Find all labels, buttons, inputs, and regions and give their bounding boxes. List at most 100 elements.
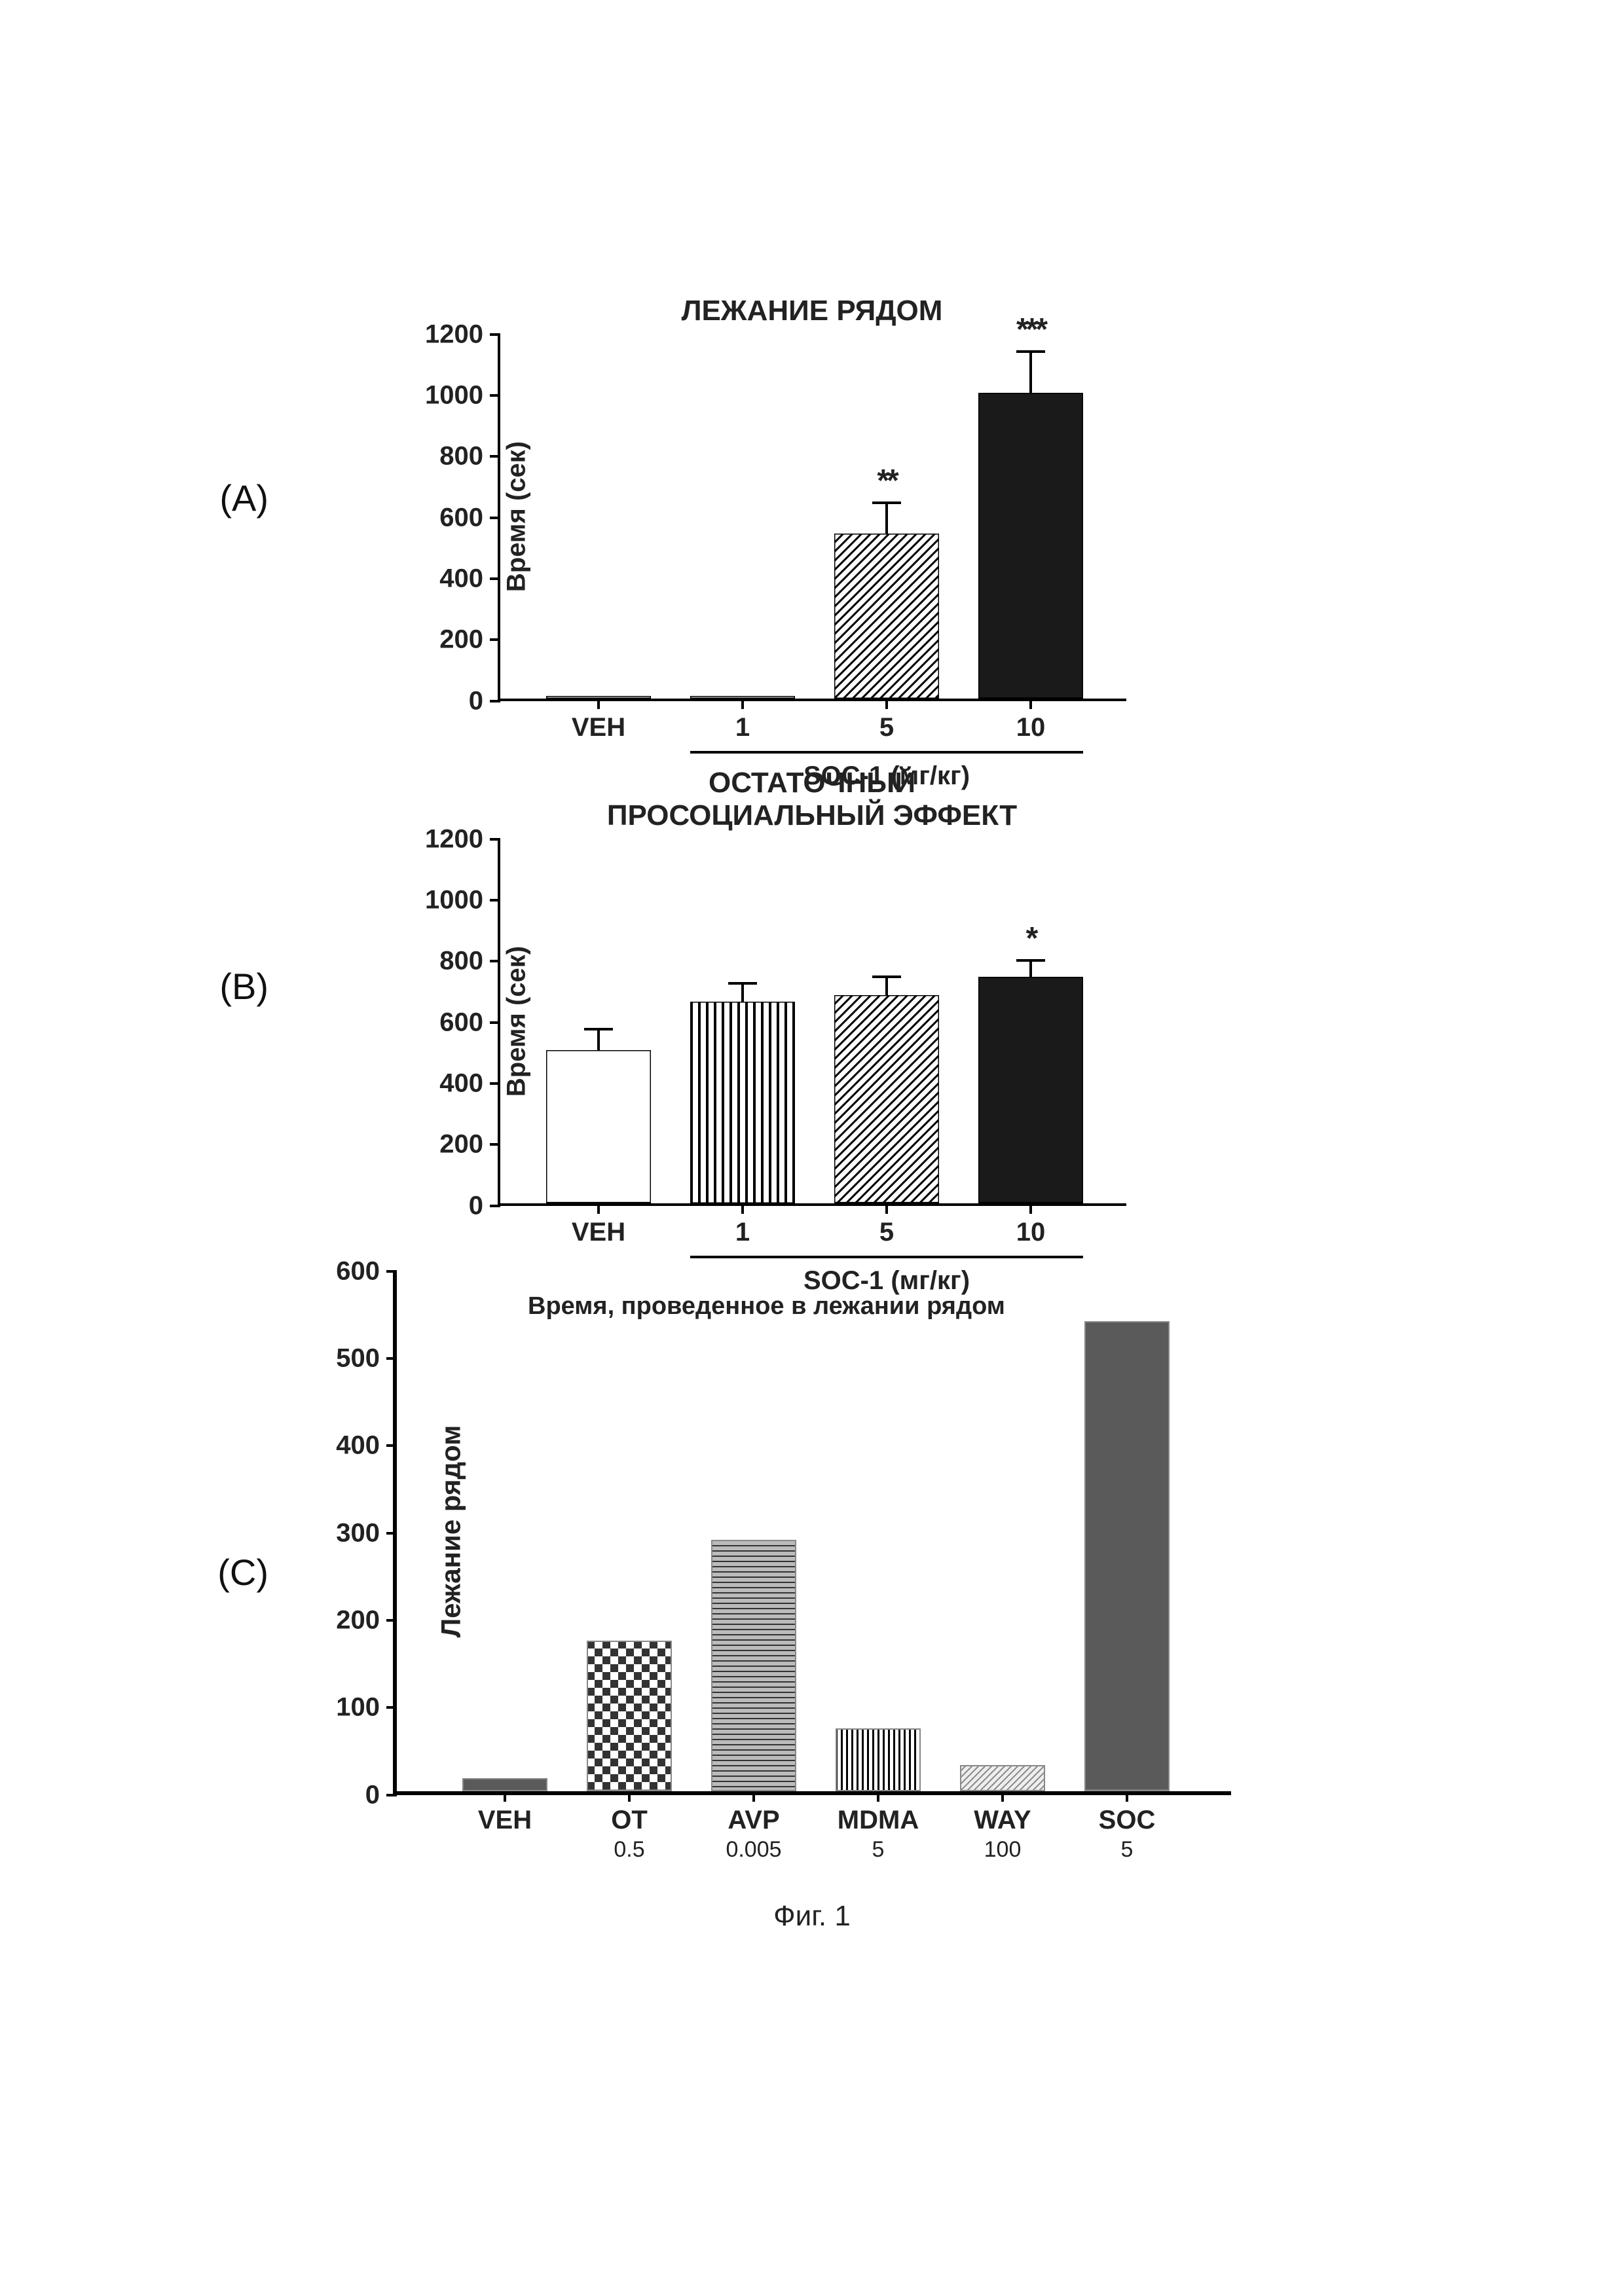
y-tick-label: 600 — [439, 503, 483, 532]
y-tick — [490, 333, 500, 336]
y-tick — [386, 1794, 397, 1796]
x-tick-sublabel: 100 — [984, 1837, 1022, 1863]
error-bar-cap — [584, 1028, 613, 1030]
y-tick-label: 0 — [469, 686, 483, 716]
bar — [836, 1728, 921, 1791]
panel-a-label: (A) — [131, 477, 301, 519]
x-tick — [1001, 1791, 1004, 1802]
panel-a-row: (A) ЛЕЖАНИЕ РЯДОМ Время (сек) 0200400600… — [131, 295, 1493, 701]
x-tick-label: MDMA — [838, 1806, 919, 1835]
chart-a-plot: Время (сек) 020040060080010001200VEH1**5… — [498, 335, 1126, 701]
x-tick — [597, 699, 600, 709]
chart-c-title: Время, проведенное в лежании рядом — [528, 1292, 1005, 1321]
x-tick-label: SOC — [1099, 1806, 1156, 1835]
y-tick — [490, 838, 500, 841]
y-tick-label: 200 — [439, 1130, 483, 1159]
chart-b-plot: Время (сек) 020040060080010001200VEH15*1… — [498, 839, 1126, 1206]
x-tick-label: 10 — [1016, 1218, 1046, 1247]
bar — [978, 977, 1083, 1203]
x-tick-sublabel: 5 — [872, 1837, 885, 1863]
chart-c-plot: Время, проведенное в лежании рядом Лежан… — [393, 1271, 1231, 1795]
y-tick — [490, 1205, 500, 1207]
x-tick — [597, 1203, 600, 1214]
y-tick — [386, 1357, 397, 1360]
chart-a-ylabel: Время (сек) — [502, 441, 532, 591]
chart-b-title: ОСТАТОЧНЫЙПРОСОЦИАЛЬНЫЙ ЭФФЕКТ — [498, 767, 1126, 833]
y-tick — [490, 394, 500, 397]
error-bar — [885, 503, 888, 534]
bar — [834, 995, 939, 1203]
y-tick — [490, 517, 500, 519]
x-tick-label: VEH — [478, 1806, 532, 1835]
x-tick-sublabel: 0.5 — [614, 1837, 644, 1863]
y-tick-label: 400 — [439, 564, 483, 593]
y-tick — [490, 455, 500, 458]
panel-b-row: (B) ОСТАТОЧНЫЙПРОСОЦИАЛЬНЫЙ ЭФФЕКТ Время… — [131, 767, 1493, 1206]
x-tick — [1029, 1203, 1032, 1214]
significance-marker: ** — [877, 463, 896, 499]
error-bar-cap — [728, 982, 757, 985]
x-tick — [885, 1203, 888, 1214]
x-tick — [741, 699, 744, 709]
x-tick — [1126, 1791, 1128, 1802]
x-tick-label: WAY — [974, 1806, 1031, 1835]
x-tick-label: 1 — [735, 1218, 750, 1247]
y-tick — [386, 1532, 397, 1535]
y-tick-label: 800 — [439, 947, 483, 976]
x-tick-label: VEH — [572, 713, 625, 742]
error-bar — [1029, 352, 1032, 393]
y-tick-label: 600 — [336, 1256, 380, 1286]
error-bar — [597, 1029, 600, 1051]
x-tick — [885, 699, 888, 709]
x-tick — [504, 1791, 506, 1802]
y-tick — [490, 577, 500, 580]
y-tick-label: 0 — [469, 1191, 483, 1220]
y-tick — [490, 700, 500, 702]
bar — [546, 1050, 651, 1203]
y-tick — [386, 1444, 397, 1447]
x-tick — [1029, 699, 1032, 709]
figure-caption: Фиг. 1 — [131, 1900, 1493, 1933]
chart-c-ylabel: Лежание рядом — [435, 1425, 466, 1637]
bar — [960, 1765, 1045, 1791]
error-bar-cap — [1016, 350, 1045, 353]
y-tick-label: 400 — [439, 1069, 483, 1099]
y-tick-label: 1000 — [425, 886, 483, 915]
x-axis-group-line — [690, 1256, 1083, 1258]
y-tick-label: 600 — [439, 1008, 483, 1037]
error-bar-cap — [1016, 959, 1045, 962]
significance-marker: * — [1026, 920, 1036, 957]
y-tick — [386, 1270, 397, 1273]
bar — [690, 1002, 795, 1203]
bar — [1084, 1321, 1170, 1791]
x-tick-label: AVP — [728, 1806, 779, 1835]
x-tick-label: 5 — [879, 713, 894, 742]
x-tick-label: 5 — [879, 1218, 894, 1247]
y-tick-label: 200 — [336, 1606, 380, 1635]
y-tick-label: 500 — [336, 1344, 380, 1374]
y-tick-label: 400 — [336, 1431, 380, 1461]
y-tick-label: 100 — [336, 1693, 380, 1722]
x-axis-group-line — [690, 751, 1083, 754]
x-tick-label: 10 — [1016, 713, 1046, 742]
bar — [587, 1641, 672, 1791]
error-bar — [885, 977, 888, 995]
x-tick-label: OT — [611, 1806, 648, 1835]
panel-c-label: (C) — [131, 1551, 301, 1594]
bar — [462, 1778, 547, 1791]
error-bar — [1029, 960, 1032, 977]
x-tick-sublabel: 0.005 — [726, 1837, 781, 1863]
bar — [711, 1540, 796, 1791]
error-bar-cap — [872, 975, 901, 978]
chart-c: Время, проведенное в лежании рядом Лежан… — [393, 1271, 1231, 1795]
bar — [978, 393, 1083, 699]
chart-a: ЛЕЖАНИЕ РЯДОМ Время (сек) 02004006008001… — [498, 295, 1126, 701]
bar — [834, 534, 939, 699]
panel-b-label: (B) — [131, 965, 301, 1008]
y-tick-label: 0 — [365, 1780, 380, 1810]
x-tick-sublabel: 5 — [1121, 1837, 1134, 1863]
y-tick — [386, 1706, 397, 1709]
chart-b-ylabel: Время (сек) — [502, 946, 532, 1097]
chart-b: ОСТАТОЧНЫЙПРОСОЦИАЛЬНЫЙ ЭФФЕКТ Время (се… — [498, 767, 1126, 1206]
x-tick — [741, 1203, 744, 1214]
